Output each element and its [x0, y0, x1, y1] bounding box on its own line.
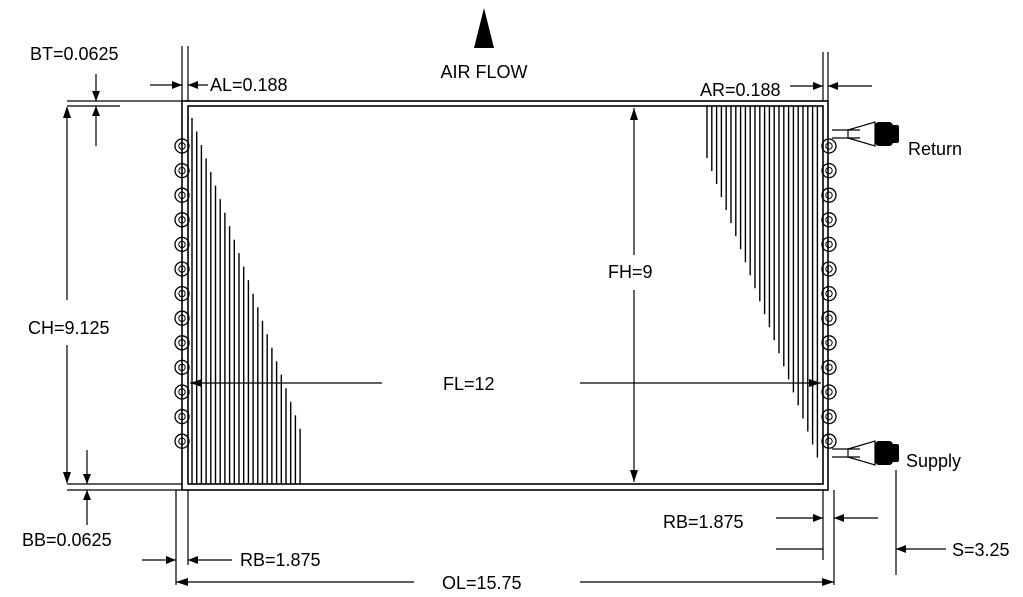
air-flow-label: AIR FLOW: [440, 62, 527, 82]
right-return-bends: [821, 138, 837, 449]
rb-right-label: RB=1.875: [663, 512, 744, 532]
rb-left-dimension: [142, 490, 232, 585]
s-dimension: [895, 470, 946, 575]
left-fin-hatching: [191, 118, 301, 484]
bt-label: BT=0.0625: [30, 44, 119, 64]
supply-label: Supply: [906, 451, 961, 471]
supply-connection: [832, 440, 899, 466]
left-return-bends: [174, 138, 190, 449]
fl-label: FL=12: [443, 374, 495, 394]
return-connection: [832, 121, 899, 147]
al-label: AL=0.188: [210, 75, 288, 95]
al-dimension: [150, 46, 208, 101]
coil-frame: [181, 100, 829, 491]
bt-dimension: [67, 74, 182, 146]
fl-dimension: [190, 379, 821, 387]
ch-label: CH=9.125: [28, 318, 110, 338]
fh-dimension: [630, 108, 638, 482]
return-label: Return: [908, 139, 962, 159]
ar-dimension: [790, 52, 872, 101]
s-label: S=3.25: [952, 540, 1010, 560]
fh-label: FH=9: [608, 262, 653, 282]
bb-label: BB=0.0625: [22, 530, 112, 550]
ol-dimension: [176, 578, 834, 586]
rb-right-dimension: [776, 490, 878, 585]
right-fin-hatching: [706, 106, 819, 458]
ch-dimension: [63, 106, 71, 484]
air-flow-arrow-icon: [474, 8, 494, 48]
bb-dimension: [67, 450, 182, 525]
ar-label: AR=0.188: [700, 80, 781, 100]
rb-left-label: RB=1.875: [240, 550, 321, 570]
ol-label: OL=15.75: [442, 573, 522, 593]
